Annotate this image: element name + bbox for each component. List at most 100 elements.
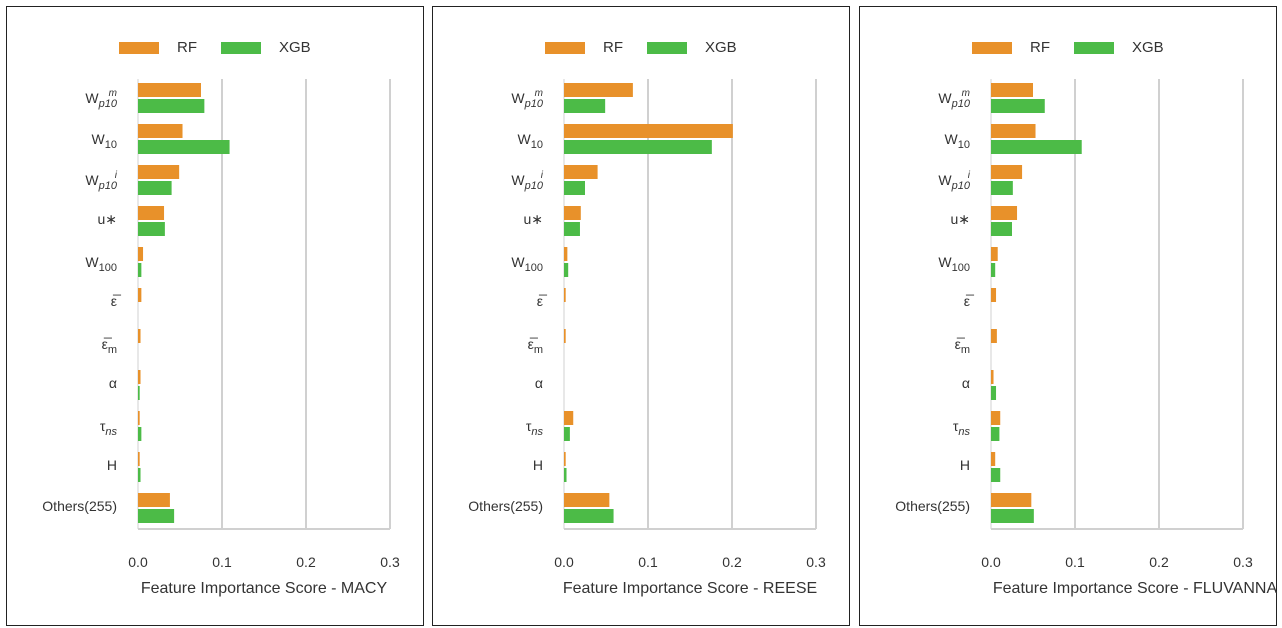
bar-xgb-alpha — [991, 386, 997, 400]
bar-rf-eps_bar_m — [991, 329, 997, 343]
y-tick-label-W10: W 10 — [944, 131, 970, 151]
bar-rf-W10 — [564, 124, 733, 138]
legend-xgb-swatch — [1074, 41, 1114, 54]
bar-xgb-W10 — [991, 140, 1082, 154]
bar-xgb-Wm_p10 — [564, 99, 606, 113]
legend-xgb: XGB — [647, 39, 737, 56]
legend: RF XGB — [972, 39, 1188, 56]
legend-xgb-label: XGB — [705, 39, 737, 56]
x-axis-title: Feature Importance Score - REESE — [562, 580, 818, 597]
bar-rf-W10 — [991, 124, 1036, 138]
bar-rf-alpha — [138, 370, 141, 384]
bar-xgb-tau_ns — [991, 427, 1000, 441]
bar-rf-eps_bar_m — [564, 329, 566, 343]
y-tick-label-alpha: α — [534, 375, 543, 391]
bar-xgb-tau_ns — [564, 427, 570, 441]
bar-xgb-W10 — [138, 140, 230, 154]
bar-xgb-others — [138, 509, 175, 523]
legend-rf: RF — [119, 39, 197, 56]
bar-rf-u_star — [138, 206, 165, 220]
bar-rf-others — [564, 493, 610, 507]
legend: RF XGB — [545, 39, 761, 56]
bar-rf-W10 — [138, 124, 183, 138]
x-tick-label: 0.1 — [638, 554, 658, 570]
y-tick-label-eps_bar_m: ε̅ m — [527, 336, 543, 356]
legend-xgb: XGB — [1074, 39, 1164, 56]
x-tick-label: 0.0 — [128, 554, 148, 570]
bar-xgb-Wi_p10 — [991, 181, 1013, 195]
bar-rf-Wi_p10 — [991, 165, 1023, 179]
bar-xgb-H — [991, 468, 1001, 482]
bar-xgb-Wi_p10 — [138, 181, 172, 195]
bar-xgb-u_star — [138, 222, 165, 236]
x-tick-label: 0.1 — [1065, 554, 1085, 570]
legend-xgb-swatch — [647, 41, 687, 54]
bar-xgb-u_star — [991, 222, 1012, 236]
y-tick-label-H: H — [532, 457, 543, 473]
y-tick-label-others: Others(255) — [468, 498, 543, 514]
y-tick-label-others: Others(255) — [42, 498, 117, 514]
bar-rf-others — [991, 493, 1032, 507]
bar-rf-u_star — [991, 206, 1018, 220]
bar-rf-alpha — [991, 370, 994, 384]
y-tick-label-W10: W 10 — [517, 131, 543, 151]
y-tick-label-u_star: u∗ — [97, 211, 117, 227]
x-tick-label: 0.2 — [722, 554, 742, 570]
bar-rf-tau_ns — [138, 411, 140, 425]
legend-rf-swatch — [972, 41, 1012, 54]
x-tick-label: 0.2 — [1149, 554, 1169, 570]
bar-xgb-others — [991, 509, 1034, 523]
bar-rf-Wm_p10 — [138, 83, 201, 97]
legend-rf-swatch — [545, 41, 585, 54]
bar-chart-macy — [137, 79, 391, 530]
x-tick-label: 0.0 — [554, 554, 574, 570]
y-tick-label-eps_bar_m: ε̅ m — [101, 336, 117, 356]
x-tick-label: 0.0 — [981, 554, 1001, 570]
legend-rf: RF — [972, 39, 1050, 56]
bar-xgb-H — [138, 468, 141, 482]
bar-rf-W100 — [991, 247, 998, 261]
bar-rf-H — [991, 452, 996, 466]
y-tick-label-others: Others(255) — [895, 498, 970, 514]
bar-rf-eps_bar — [991, 288, 997, 302]
bar-rf-H — [564, 452, 566, 466]
y-tick-label-alpha: α — [108, 375, 117, 391]
y-tick-label-tau_ns: τ ns — [525, 418, 543, 438]
bar-rf-tau_ns — [991, 411, 1001, 425]
legend-rf: RF — [545, 39, 623, 56]
y-tick-label-H: H — [959, 457, 970, 473]
bar-rf-eps_bar — [564, 288, 566, 302]
bar-rf-Wm_p10 — [991, 83, 1033, 97]
y-tick-label-alpha: α — [961, 375, 970, 391]
bar-xgb-others — [564, 509, 614, 523]
legend-rf-label: RF — [1030, 39, 1050, 56]
legend-xgb-label: XGB — [279, 39, 311, 56]
bar-xgb-u_star — [564, 222, 580, 236]
bar-rf-others — [138, 493, 170, 507]
legend-rf-label: RF — [177, 39, 197, 56]
bar-rf-tau_ns — [564, 411, 574, 425]
bar-xgb-W100 — [991, 263, 996, 277]
bar-rf-W100 — [138, 247, 144, 261]
bar-rf-H — [138, 452, 140, 466]
legend: RF XGB — [119, 39, 335, 56]
bar-rf-eps_bar — [138, 288, 142, 302]
bar-xgb-alpha — [138, 386, 140, 400]
y-tick-label-eps_bar: ε̅ — [963, 293, 970, 309]
y-tick-label-W100: W 100 — [938, 254, 970, 274]
bar-xgb-Wm_p10 — [991, 99, 1045, 113]
legend-xgb-label: XGB — [1132, 39, 1164, 56]
y-tick-label-tau_ns: τ ns — [952, 418, 970, 438]
x-tick-label: 0.3 — [380, 554, 400, 570]
y-tick-label-u_star: u∗ — [950, 211, 970, 227]
